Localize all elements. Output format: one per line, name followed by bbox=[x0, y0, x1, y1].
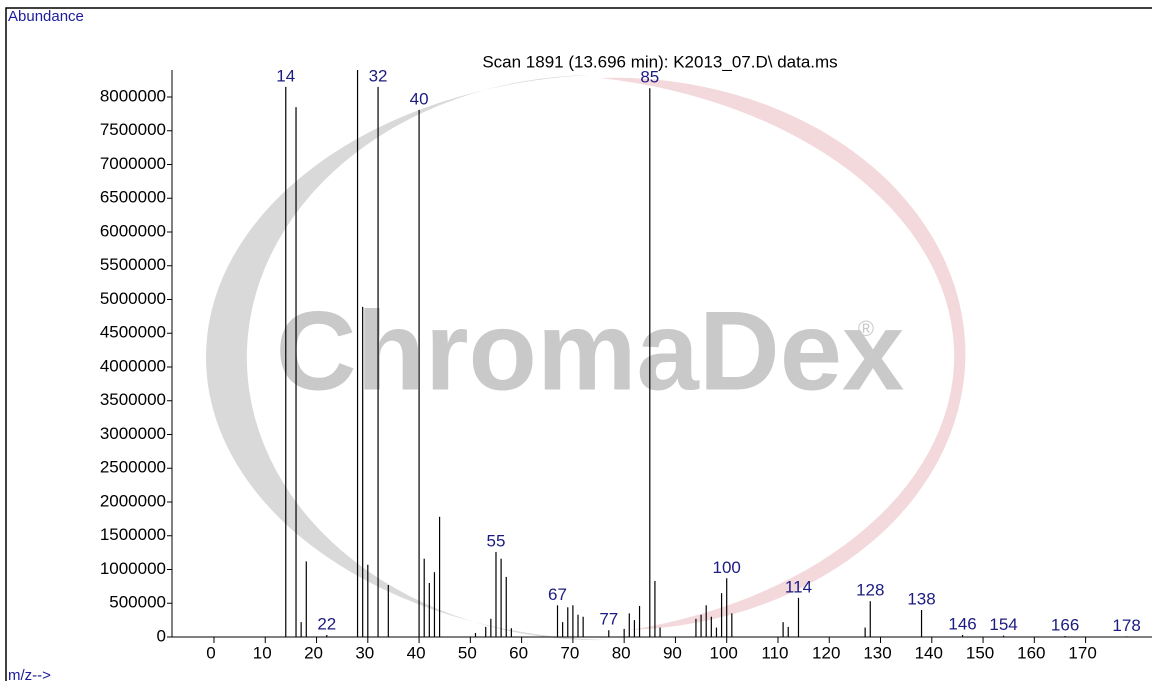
y-axis-label: Abundance bbox=[8, 8, 84, 25]
y-tick-label: 8000000 bbox=[100, 86, 166, 105]
peak-label: 146 bbox=[948, 614, 976, 633]
x-tick-label: 50 bbox=[458, 643, 477, 662]
y-tick-label: 3500000 bbox=[100, 390, 166, 409]
x-tick-label: 30 bbox=[355, 643, 374, 662]
x-tick-label: 20 bbox=[304, 643, 323, 662]
peak-label: 67 bbox=[548, 585, 567, 604]
peak-label: 32 bbox=[369, 66, 388, 85]
y-tick-label: 5500000 bbox=[100, 255, 166, 274]
peak-label: 114 bbox=[785, 577, 812, 596]
x-tick-label: 0 bbox=[206, 643, 215, 662]
x-tick-label: 90 bbox=[663, 643, 682, 662]
y-tick-label: 2500000 bbox=[100, 458, 166, 477]
peak-label: 14 bbox=[276, 66, 295, 85]
peak-label: 178 bbox=[1112, 616, 1140, 635]
x-tick-label: 40 bbox=[407, 643, 426, 662]
peak-label: 22 bbox=[317, 614, 336, 633]
y-tick-label: 5000000 bbox=[100, 289, 166, 308]
y-tick-label: 6500000 bbox=[100, 188, 166, 207]
y-tick-label: 6000000 bbox=[100, 221, 166, 240]
x-tick-label: 170 bbox=[1068, 643, 1096, 662]
y-tick-label: 7500000 bbox=[100, 120, 166, 139]
x-tick-label: 160 bbox=[1017, 643, 1045, 662]
chart-title: Scan 1891 (13.696 min): K2013_07.D\ data… bbox=[482, 52, 837, 71]
x-axis-label: m/z--> bbox=[8, 667, 51, 681]
x-tick-label: 150 bbox=[966, 643, 994, 662]
watermark-mark: ® bbox=[858, 316, 874, 341]
peak-label: 55 bbox=[487, 531, 506, 550]
y-tick-label: 500000 bbox=[109, 593, 166, 612]
y-tick-label: 1500000 bbox=[100, 525, 166, 544]
x-tick-label: 130 bbox=[863, 643, 891, 662]
x-tick-label: 140 bbox=[915, 643, 943, 662]
x-tick-label: 70 bbox=[560, 643, 579, 662]
x-tick-label: 100 bbox=[710, 643, 738, 662]
watermark: ChromaDex ® bbox=[206, 75, 965, 640]
y-tick-label: 0 bbox=[157, 626, 166, 645]
x-tick-label: 80 bbox=[612, 643, 631, 662]
x-tick-label: 110 bbox=[761, 643, 788, 662]
y-tick-label: 3000000 bbox=[100, 424, 166, 443]
peak-label: 77 bbox=[599, 610, 618, 629]
x-tick-label: 60 bbox=[509, 643, 528, 662]
peak-label: 138 bbox=[907, 589, 935, 608]
peak-label: 85 bbox=[640, 68, 659, 87]
y-tick-label: 7000000 bbox=[100, 154, 166, 173]
peak-label: 166 bbox=[1051, 615, 1079, 634]
peak-label: 100 bbox=[713, 558, 741, 577]
peak-label: 40 bbox=[410, 89, 429, 108]
watermark-text: ChromaDex bbox=[276, 289, 905, 414]
y-tick-label: 2000000 bbox=[100, 491, 166, 510]
y-tick-label: 4000000 bbox=[100, 356, 166, 375]
chart: ChromaDex ® Abundance m/z--> Scan 1891 (… bbox=[0, 0, 1152, 681]
x-tick-label: 120 bbox=[812, 643, 840, 662]
peak-label: 154 bbox=[989, 615, 1017, 634]
peak-label: 128 bbox=[856, 581, 884, 600]
x-tick-label: 10 bbox=[253, 643, 272, 662]
y-tick-label: 1000000 bbox=[100, 559, 166, 578]
y-tick-label: 4500000 bbox=[100, 323, 166, 342]
